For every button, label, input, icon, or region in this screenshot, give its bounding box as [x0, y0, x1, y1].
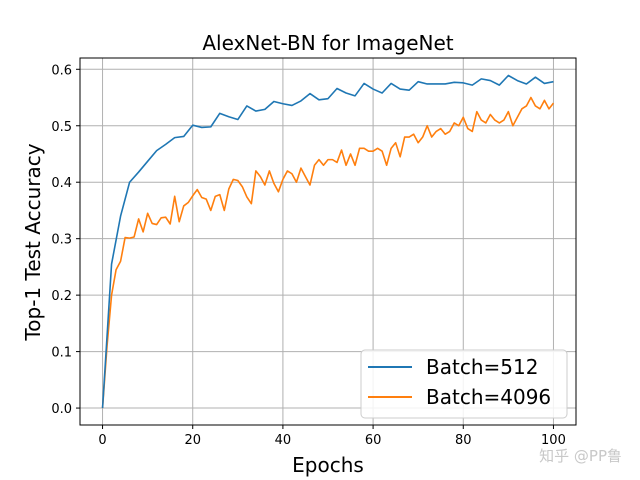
y-tick-label: 0.5 [51, 120, 72, 135]
x-tick-label: 20 [184, 433, 201, 448]
axis-ticks: 0 20 40 60 80 100 0.0 0.1 0.2 0.3 0.4 0.5 0.6 [51, 63, 566, 448]
series-line-batch-4096 [101, 96, 555, 409]
plot-series [101, 74, 555, 409]
x-tick-label: 0 [98, 433, 106, 448]
x-tick-label: 60 [365, 433, 382, 448]
y-tick-label: 0.1 [51, 346, 72, 361]
legend: Batch=512 Batch=4096 [360, 349, 568, 419]
x-tick-label: 80 [455, 433, 472, 448]
y-tick-label: 0.4 [51, 176, 72, 191]
legend-label-batch-512: Batch=512 [426, 355, 538, 379]
x-axis-label: Epochs [292, 453, 364, 477]
x-tick-label: 100 [541, 433, 566, 448]
y-tick-label: 0.3 [51, 233, 72, 248]
grid [80, 58, 576, 425]
y-axis-label: Top-1 Test Accuracy [21, 143, 45, 341]
series-line-batch-512 [101, 74, 554, 409]
x-tick-label: 40 [275, 433, 292, 448]
chart-title: AlexNet-BN for ImageNet [202, 31, 453, 55]
y-tick-label: 0.6 [51, 63, 72, 78]
y-tick-label: 0.2 [51, 289, 72, 304]
plot-frame [79, 57, 577, 426]
legend-box [360, 349, 568, 419]
y-tick-label: 0.0 [51, 402, 72, 417]
legend-label-batch-4096: Batch=4096 [426, 385, 551, 409]
watermark: 知乎 @PP鲁 [539, 447, 622, 465]
